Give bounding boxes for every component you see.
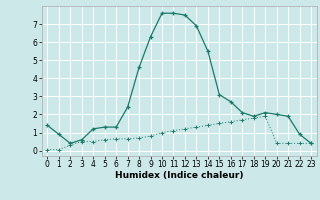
X-axis label: Humidex (Indice chaleur): Humidex (Indice chaleur) <box>115 171 244 180</box>
